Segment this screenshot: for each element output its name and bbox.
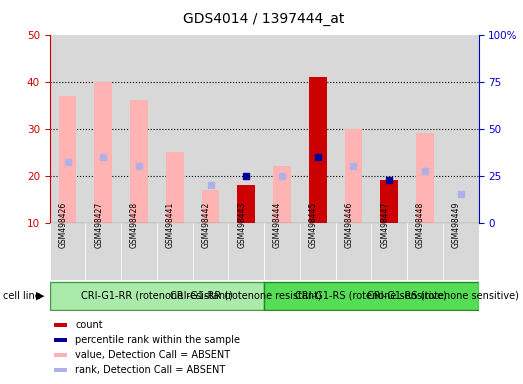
Bar bbox=[416, 133, 434, 223]
Text: rank, Detection Call = ABSENT: rank, Detection Call = ABSENT bbox=[75, 365, 225, 375]
Bar bbox=[443, 35, 479, 223]
Text: GSM498448: GSM498448 bbox=[416, 201, 425, 248]
Bar bbox=[407, 35, 443, 223]
Bar bbox=[192, 35, 229, 223]
Text: GDS4014 / 1397444_at: GDS4014 / 1397444_at bbox=[184, 12, 345, 25]
Bar bbox=[94, 82, 112, 223]
Bar bbox=[300, 223, 336, 280]
Bar bbox=[54, 353, 67, 357]
Text: GSM498443: GSM498443 bbox=[237, 201, 246, 248]
Text: cell line: cell line bbox=[3, 291, 40, 301]
Bar bbox=[336, 35, 371, 223]
Bar bbox=[201, 190, 220, 223]
Bar bbox=[54, 368, 67, 372]
Bar bbox=[264, 35, 300, 223]
Bar bbox=[50, 35, 85, 223]
Bar bbox=[54, 323, 67, 327]
Bar bbox=[85, 223, 121, 280]
Text: GSM498427: GSM498427 bbox=[94, 201, 104, 248]
Bar bbox=[50, 35, 85, 223]
Bar bbox=[407, 223, 443, 280]
Bar bbox=[380, 180, 398, 223]
Bar bbox=[229, 35, 264, 223]
Text: GSM498426: GSM498426 bbox=[59, 201, 67, 248]
Bar bbox=[85, 35, 121, 223]
Bar bbox=[345, 129, 362, 223]
Text: count: count bbox=[75, 320, 103, 330]
Bar bbox=[121, 35, 157, 223]
Text: CRI-G1-RR (rotenone resistant): CRI-G1-RR (rotenone resistant) bbox=[170, 290, 322, 300]
Bar bbox=[50, 282, 264, 310]
Bar bbox=[54, 338, 67, 342]
Bar bbox=[85, 35, 121, 223]
Bar bbox=[371, 35, 407, 223]
Bar bbox=[229, 223, 264, 280]
Bar bbox=[443, 35, 479, 223]
Bar bbox=[50, 223, 85, 280]
Text: ▶: ▶ bbox=[36, 291, 44, 301]
Bar bbox=[157, 35, 192, 223]
Text: GSM498449: GSM498449 bbox=[452, 201, 461, 248]
Bar bbox=[121, 223, 157, 280]
Bar bbox=[157, 35, 192, 223]
Bar bbox=[121, 35, 157, 223]
Bar bbox=[59, 96, 76, 223]
Bar bbox=[157, 223, 192, 280]
Text: GSM498442: GSM498442 bbox=[201, 201, 210, 248]
Text: GSM498447: GSM498447 bbox=[380, 201, 389, 248]
Bar bbox=[130, 101, 148, 223]
Text: GSM498444: GSM498444 bbox=[273, 201, 282, 248]
Text: GSM498441: GSM498441 bbox=[166, 201, 175, 248]
Text: CRI-G1-RS (rotenone sensitive): CRI-G1-RS (rotenone sensitive) bbox=[367, 290, 519, 300]
Bar bbox=[192, 35, 229, 223]
Bar bbox=[192, 223, 229, 280]
Text: percentile rank within the sample: percentile rank within the sample bbox=[75, 335, 241, 345]
Bar bbox=[300, 35, 336, 223]
Bar bbox=[264, 35, 300, 223]
Text: value, Detection Call = ABSENT: value, Detection Call = ABSENT bbox=[75, 350, 231, 360]
Bar bbox=[443, 223, 479, 280]
Bar bbox=[309, 77, 327, 223]
Text: CRI-G1-RS (rotenone sensitive): CRI-G1-RS (rotenone sensitive) bbox=[295, 290, 447, 300]
Bar bbox=[229, 35, 264, 223]
Bar bbox=[264, 282, 479, 310]
Bar bbox=[371, 223, 407, 280]
Bar bbox=[166, 152, 184, 223]
Text: GSM498428: GSM498428 bbox=[130, 201, 139, 248]
Bar bbox=[336, 35, 371, 223]
Bar bbox=[300, 35, 336, 223]
Text: GSM498446: GSM498446 bbox=[345, 201, 354, 248]
Bar bbox=[371, 35, 407, 223]
Bar bbox=[237, 185, 255, 223]
Bar bbox=[273, 166, 291, 223]
Text: CRI-G1-RR (rotenone resistant): CRI-G1-RR (rotenone resistant) bbox=[81, 290, 233, 300]
Bar bbox=[407, 35, 443, 223]
Text: GSM498445: GSM498445 bbox=[309, 201, 317, 248]
Bar bbox=[264, 223, 300, 280]
Bar bbox=[336, 223, 371, 280]
